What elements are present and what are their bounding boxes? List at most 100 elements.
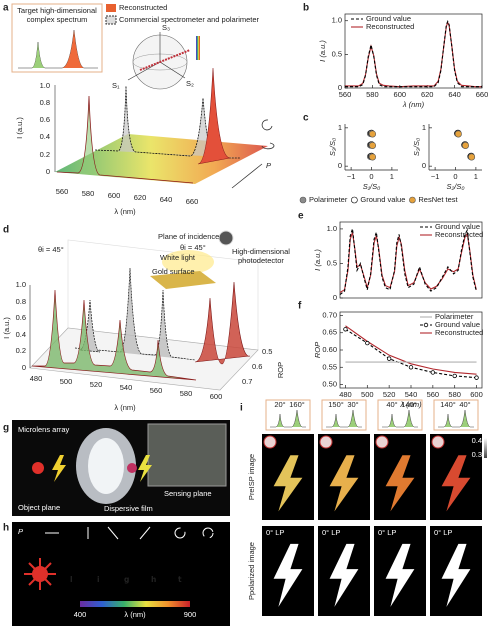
legend-label: Reconstructed bbox=[435, 230, 483, 239]
bolt bbox=[273, 455, 303, 512]
inset-label: photodetector bbox=[238, 256, 284, 265]
x-tick-label: 500 bbox=[361, 390, 374, 399]
y-tick-label: 0.4 bbox=[40, 132, 50, 141]
legend-label: Reconstructed bbox=[119, 3, 167, 12]
y-tick-label: 0.60 bbox=[322, 345, 337, 354]
sphere-colorbar bbox=[196, 36, 200, 60]
marker bbox=[365, 340, 370, 346]
x-tick-label: 660 bbox=[476, 90, 489, 99]
pol-icon bbox=[139, 526, 151, 540]
legend-label: Reconstructed bbox=[435, 328, 483, 337]
panel-letter: c bbox=[303, 113, 309, 124]
panel-letter: b bbox=[303, 3, 309, 14]
x-tick-label: −1 bbox=[347, 172, 356, 181]
x-tick-label: 580 bbox=[82, 189, 95, 198]
point bbox=[454, 130, 462, 138]
point bbox=[369, 153, 377, 161]
plot-frame bbox=[344, 13, 483, 89]
legend-label: Ground value bbox=[366, 14, 411, 23]
y-axis-label: S₃/S₀ bbox=[328, 138, 337, 156]
y-tick-label: 0.4 bbox=[16, 330, 26, 339]
x-tick-label: −1 bbox=[431, 172, 440, 181]
inset-label: θi = 45° bbox=[180, 243, 206, 252]
y-axis-label: I (a.u.) bbox=[15, 117, 24, 139]
colorbar-label: 0.3 bbox=[472, 450, 482, 459]
panel-h: h P 400 λ (nm) 900 bbox=[3, 522, 230, 626]
panel-letter: g bbox=[3, 423, 9, 434]
legend-swatch bbox=[106, 4, 116, 12]
y-tick-label: 1.0 bbox=[16, 280, 26, 289]
reconstructed-spectrum bbox=[31, 289, 197, 381]
x-axis-label: λ (nm) bbox=[399, 400, 422, 409]
reconstructed-peaks bbox=[194, 281, 251, 365]
word-letter: h bbox=[151, 575, 156, 584]
p-axis bbox=[231, 163, 263, 189]
series-line bbox=[339, 228, 477, 295]
legend-marker bbox=[409, 196, 416, 204]
pol-icon bbox=[107, 526, 119, 540]
bolt bbox=[385, 455, 415, 512]
x-tick-label: 640 bbox=[160, 195, 173, 204]
mini-spectrum bbox=[270, 409, 306, 428]
lp-label: 0° LP bbox=[266, 528, 284, 537]
lp-label: 0° LP bbox=[322, 528, 340, 537]
legend-label: Polarimeter bbox=[309, 195, 348, 204]
inset-label: Plane of incidence bbox=[158, 232, 219, 241]
target-peak bbox=[62, 30, 84, 68]
object-star bbox=[32, 462, 44, 474]
x-tick-label: 560 bbox=[150, 386, 163, 395]
x-tick-label: 540 bbox=[405, 390, 418, 399]
y-tick-label: 0 bbox=[422, 161, 426, 170]
commercial-spectrum bbox=[94, 85, 240, 159]
x-tick-label: 520 bbox=[383, 390, 396, 399]
y-tick-label: 0.8 bbox=[40, 98, 50, 107]
x-tick-label: 620 bbox=[421, 90, 434, 99]
panel-letter: h bbox=[3, 523, 9, 534]
y-tick-label: 0.55 bbox=[322, 362, 337, 371]
colorbar-label: 400 bbox=[74, 610, 87, 619]
photodetector bbox=[218, 230, 234, 246]
legend-marker bbox=[423, 322, 429, 328]
marker bbox=[452, 373, 457, 379]
panel-letter: a bbox=[3, 3, 9, 14]
y-axis-label: ROP bbox=[313, 342, 322, 358]
stokes-label: S₃ bbox=[162, 23, 170, 32]
legend-label: Ground value bbox=[435, 222, 480, 231]
y-tick-label: 0.6 bbox=[16, 313, 26, 322]
x-tick-label: 600 bbox=[108, 191, 121, 200]
y-tick-label: 0.5 bbox=[332, 49, 342, 58]
legend-label: Polarimeter bbox=[435, 312, 474, 321]
colorbar bbox=[80, 601, 190, 607]
x-tick-label: 480 bbox=[339, 390, 352, 399]
microlens-core bbox=[88, 438, 124, 494]
rop-tick-label: 0.7 bbox=[242, 377, 252, 386]
x-tick-label: 660 bbox=[186, 197, 199, 206]
legend-label: Ground value bbox=[435, 320, 480, 329]
legend-label: ResNet test bbox=[418, 195, 458, 204]
marker bbox=[474, 375, 479, 380]
inset-label: Gold surface bbox=[152, 267, 195, 276]
label: Microlens array bbox=[18, 425, 70, 434]
y-tick-label: 0 bbox=[46, 167, 50, 176]
mini-spectrum bbox=[326, 409, 362, 428]
target-title: complex spectrum bbox=[27, 15, 88, 24]
point bbox=[369, 130, 377, 138]
x-tick-label: 560 bbox=[339, 90, 352, 99]
polarization-icon bbox=[375, 435, 389, 449]
y-tick-label: 0.50 bbox=[322, 380, 337, 389]
y-tick-label: 1.0 bbox=[332, 16, 342, 25]
object-bolt bbox=[52, 455, 66, 482]
spectrum-box bbox=[433, 399, 479, 431]
word-letter: i bbox=[97, 575, 100, 584]
angle-label: 30° bbox=[347, 400, 358, 409]
lp-label: 0° LP bbox=[434, 528, 452, 537]
x-tick-label: 560 bbox=[56, 187, 69, 196]
pol-icon bbox=[202, 527, 214, 539]
rop-tick-label: 0.5 bbox=[262, 347, 272, 356]
sun-rays bbox=[24, 558, 56, 590]
angle-label: 150° bbox=[328, 400, 344, 409]
y-tick-label: 0.8 bbox=[16, 297, 26, 306]
colorbar-label: λ (nm) bbox=[124, 610, 146, 619]
angle-label: 20° bbox=[274, 400, 285, 409]
gold-surface bbox=[150, 271, 216, 289]
